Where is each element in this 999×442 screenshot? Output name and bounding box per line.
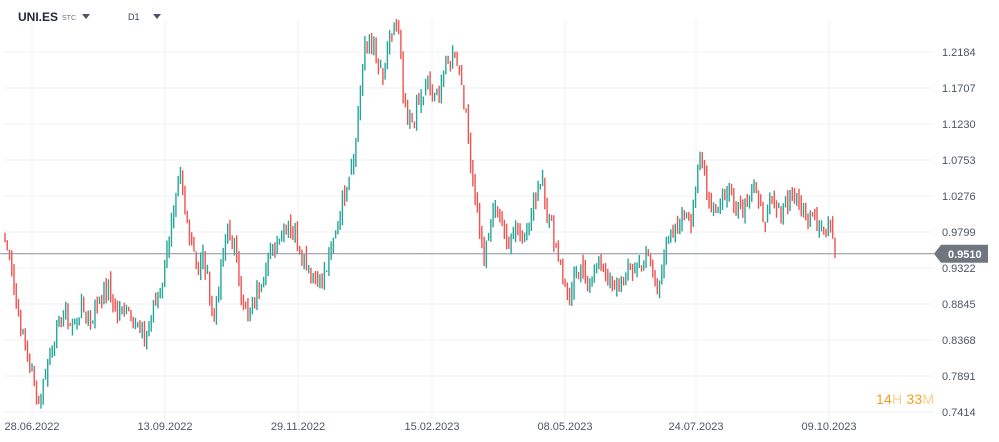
y-tick-label: 1.0276 — [942, 191, 976, 203]
exchange-label: STC — [62, 15, 77, 22]
x-tick-label: 24.07.2023 — [668, 421, 723, 433]
symbol-selector[interactable]: UNI.ES STC — [18, 10, 76, 24]
y-axis-labels: 1.2184 1.1707 1.1230 1.0753 1.0276 0.9799 0.93… — [942, 47, 976, 419]
x-tick-label: 29.11.2022 — [271, 421, 325, 433]
current-price-tag: 0.9510 — [934, 244, 988, 263]
x-tick-label: 13.09.2022 — [137, 421, 192, 433]
y-tick-label: 0.8368 — [942, 335, 976, 347]
bar-close-countdown: 14H 33M — [876, 391, 934, 407]
symbol-name: UNI.ES — [18, 10, 59, 24]
y-tick-label: 1.0753 — [942, 155, 976, 167]
x-tick-label: 09.10.2023 — [801, 421, 856, 433]
x-tick-label: 28.06.2022 — [4, 421, 59, 433]
countdown-minutes-unit: M — [922, 391, 935, 407]
countdown-hours-unit: H — [891, 391, 903, 407]
timeframe-dropdown-chevron-icon[interactable] — [153, 14, 161, 19]
ohlc-bars — [4, 19, 836, 409]
y-tick-label: 0.7891 — [942, 371, 976, 383]
x-axis-labels: 28.06.2022 13.09.2022 29.11.2022 15.02.2023… — [4, 421, 856, 433]
timeframe-selector[interactable]: D1 — [128, 12, 140, 22]
y-tick-label: 1.2184 — [942, 47, 976, 59]
x-tick-label: 08.05.2023 — [537, 421, 592, 433]
y-tick-label: 1.1707 — [942, 83, 976, 95]
countdown-hours: 14 — [876, 391, 892, 407]
y-tick-label: 1.1230 — [942, 119, 976, 131]
y-tick-label: 0.7414 — [942, 407, 976, 419]
y-tick-label: 0.9799 — [942, 227, 976, 239]
symbol-dropdown-chevron-icon[interactable] — [82, 14, 90, 19]
current-price-value: 0.9510 — [948, 249, 982, 261]
x-tick-label: 15.02.2023 — [404, 421, 459, 433]
chart-grid — [4, 20, 934, 420]
price-tag-shape — [934, 244, 988, 263]
countdown-minutes: 33 — [906, 391, 923, 407]
chart-toolbar: UNI.ES STC D1 — [0, 0, 999, 30]
y-tick-label: 0.8845 — [942, 299, 976, 311]
y-tick-label: 0.9322 — [942, 263, 976, 275]
